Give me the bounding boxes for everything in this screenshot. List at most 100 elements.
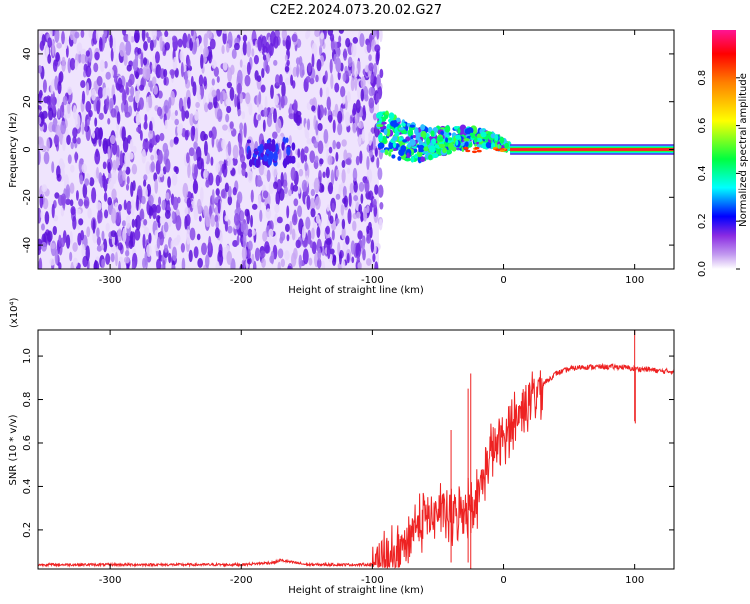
heat-cell	[74, 151, 78, 164]
heat-cell	[72, 257, 78, 268]
heat-cell	[242, 34, 248, 42]
heat-cell	[211, 78, 215, 86]
heat-cell	[257, 179, 263, 187]
heat-cell	[391, 154, 396, 159]
heat-cell	[76, 137, 81, 145]
spectrogram-y-label: Frequency (Hz)	[8, 112, 19, 188]
heat-cell	[80, 80, 86, 88]
heat-cell	[157, 149, 163, 165]
heat-cell	[52, 225, 57, 236]
heat-cell	[352, 37, 359, 44]
heat-cell	[335, 151, 339, 162]
heat-cell	[117, 169, 124, 185]
heat-cell	[315, 120, 319, 136]
heat-cell	[84, 120, 88, 133]
heat-cell	[126, 263, 130, 269]
heat-cell	[213, 66, 219, 77]
heat-cell	[216, 76, 220, 83]
heat-cell	[347, 56, 353, 68]
heat-cell	[268, 181, 275, 194]
heat-cell	[172, 56, 178, 71]
heat-cell	[319, 158, 324, 165]
heat-cell	[368, 97, 375, 109]
heat-cell	[257, 36, 263, 52]
heat-cell	[169, 139, 174, 148]
heat-cell	[237, 163, 242, 175]
heat-cell	[125, 250, 130, 257]
heat-cell	[276, 216, 283, 224]
colorbar: 0.0 0.2 0.4 0.6 0.8 Normalized spectral ampl…	[697, 30, 749, 277]
heat-cell	[149, 82, 153, 92]
heat-cell	[420, 130, 427, 138]
heat-cell	[262, 230, 268, 242]
heat-cell	[70, 164, 75, 173]
heat-cell	[76, 42, 83, 55]
heat-cell	[111, 188, 117, 201]
heat-cell	[215, 162, 221, 173]
heat-cell	[158, 196, 162, 206]
heat-cell	[58, 262, 62, 269]
heat-cell	[404, 157, 412, 162]
heat-cell	[274, 213, 279, 226]
heat-cell	[315, 214, 320, 224]
heat-cell	[329, 248, 335, 255]
heat-cell	[61, 30, 65, 45]
heat-cell	[154, 229, 159, 240]
heat-cell	[395, 117, 401, 123]
heat-cell	[251, 253, 255, 265]
heat-cell	[494, 134, 499, 141]
heat-cell	[163, 68, 168, 78]
heat-cell	[221, 138, 226, 150]
heat-cell	[297, 148, 301, 159]
heat-cell	[69, 182, 75, 194]
heat-cell	[85, 65, 92, 78]
heat-cell	[271, 163, 278, 178]
heat-cell	[164, 244, 169, 253]
heat-cell	[81, 244, 86, 258]
heat-cell	[263, 167, 268, 177]
heat-cell	[110, 208, 117, 224]
heat-cell	[337, 262, 343, 269]
heat-cell	[159, 216, 164, 225]
heat-cell	[134, 90, 140, 104]
heat-cell	[280, 171, 284, 187]
heat-cell	[65, 103, 72, 119]
heat-cell	[353, 194, 359, 202]
heat-cell	[326, 243, 331, 260]
heat-cell	[174, 109, 178, 117]
heat-cell	[203, 33, 208, 49]
heat-cell	[128, 95, 134, 103]
heat-cell	[143, 226, 150, 237]
heat-cell	[51, 124, 56, 132]
heat-cell	[40, 210, 44, 219]
heat-cell	[40, 241, 47, 252]
heat-cell	[237, 109, 242, 117]
heat-cell	[271, 138, 276, 148]
heat-cell	[49, 258, 55, 266]
colorbar-tick-label: 0.4	[697, 165, 708, 181]
heat-cell	[373, 62, 378, 77]
heat-cell	[296, 63, 300, 78]
heat-cell	[384, 149, 389, 156]
heat-cell	[264, 142, 268, 150]
heat-cell	[263, 107, 268, 118]
heat-cell	[311, 105, 316, 112]
heat-cell	[370, 127, 376, 134]
heat-cell	[177, 38, 183, 48]
heat-cell	[85, 101, 92, 113]
heat-cell	[170, 112, 176, 121]
heat-cell	[239, 59, 243, 68]
heat-cell	[344, 111, 351, 127]
heat-cell	[85, 50, 90, 57]
heat-cell	[82, 183, 88, 199]
heat-cell	[284, 185, 288, 195]
heat-cell	[337, 122, 343, 136]
heat-cell	[308, 257, 313, 266]
x-tick-label: -100	[361, 575, 384, 586]
heat-cell	[145, 161, 151, 175]
heat-cell	[248, 149, 252, 160]
heat-cell	[210, 214, 216, 227]
heat-cell	[222, 30, 227, 45]
heat-cell	[281, 81, 286, 98]
heat-cell	[316, 226, 321, 239]
